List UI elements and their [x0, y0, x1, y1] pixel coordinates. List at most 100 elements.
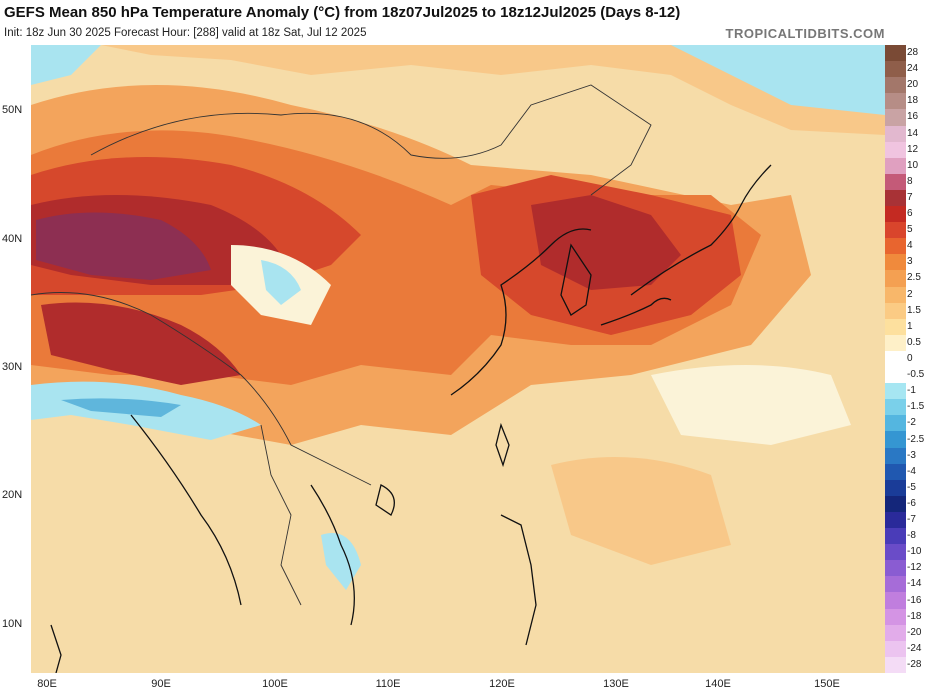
colorbar-cell [885, 367, 906, 384]
lat-label-40n: 40N [2, 233, 23, 245]
lon-label-80e: 80E [37, 678, 57, 690]
colorbar-tick-label: -7 [907, 514, 916, 526]
colorbar-cell [885, 270, 906, 288]
colorbar-cell [885, 511, 906, 529]
colorbar-cell [885, 576, 906, 593]
colorbar-tick-label: -8 [907, 530, 916, 542]
colorbar-tick-label: 10 [907, 159, 919, 171]
colorbar-tick-label: -16 [907, 594, 922, 606]
lon-label-90e: 90E [151, 678, 171, 690]
colorbar-tick-label: -14 [907, 578, 922, 590]
colorbar [885, 45, 906, 674]
country-borders [31, 84, 652, 606]
colorbar-tick-label: 28 [907, 47, 919, 59]
coastlines [50, 164, 772, 673]
lon-label-110e: 110E [375, 678, 401, 690]
pacific-near-zero [651, 365, 851, 445]
colorbar-tick-label: -3 [907, 449, 916, 461]
colorbar-tick-label: -10 [907, 546, 922, 558]
colorbar-tick-label: -2.5 [907, 433, 925, 445]
colorbar-tick-label: 6 [907, 208, 913, 220]
colorbar-tick-label: 16 [907, 111, 919, 123]
lon-label-120e: 120E [489, 678, 515, 690]
colorbar-cell [885, 334, 906, 352]
colorbar-cell [885, 77, 906, 94]
colorbar-cell [885, 415, 906, 432]
colorbar-cell [885, 528, 906, 545]
colorbar-tick-label: -28 [907, 658, 922, 670]
colorbar-tick-label: -6 [907, 497, 916, 509]
colorbar-tick-label: 0.5 [907, 336, 921, 348]
colorbar-cell [885, 254, 906, 271]
colorbar-cell [885, 61, 906, 78]
chart-title: GEFS Mean 850 hPa Temperature Anomaly (°… [4, 4, 681, 21]
colorbar-cell [885, 544, 906, 561]
northeast-cool [671, 45, 885, 115]
colorbar-tick-label: -5 [907, 481, 916, 493]
lon-label-100e: 100E [262, 678, 288, 690]
colorbar-tick-label: 12 [907, 143, 919, 155]
colorbar-tick-label: -18 [907, 610, 922, 622]
colorbar-tick-label: 3 [907, 256, 913, 268]
anomaly-map [31, 45, 885, 673]
colorbar-cell [885, 350, 906, 368]
lon-label-130e: 130E [603, 678, 629, 690]
colorbar-cell [885, 125, 906, 143]
indochina-cool [321, 533, 361, 590]
colorbar-cell [885, 495, 906, 513]
colorbar-cell [885, 189, 906, 207]
colorbar-tick-label: -12 [907, 562, 922, 574]
north-slight-warm [101, 45, 885, 135]
colorbar-cell [885, 45, 906, 62]
colorbar-cell [885, 447, 906, 465]
colorbar-tick-label: 18 [907, 95, 919, 107]
colorbar-tick-label: 4 [907, 240, 913, 252]
colorbar-tick-label: 7 [907, 191, 913, 203]
site-watermark: TROPICALTIDBITS.COM [725, 26, 885, 41]
lon-label-140e: 140E [705, 678, 731, 690]
colorbar-cell [885, 93, 906, 110]
korea-hot-core [531, 195, 681, 290]
northwest-cool [31, 45, 101, 85]
colorbar-cell [885, 222, 906, 239]
colorbar-tick-label: -1 [907, 385, 916, 397]
colorbar-cell [885, 431, 906, 449]
colorbar-tick-label: 5 [907, 224, 913, 236]
colorbar-cell [885, 608, 906, 626]
colorbar-cell [885, 302, 906, 320]
plateau-hot-core [41, 302, 241, 385]
colorbar-cell [885, 592, 906, 610]
colorbar-cell [885, 206, 906, 223]
colorbar-tick-label: -20 [907, 626, 922, 638]
colorbar-cell [885, 463, 906, 481]
lat-label-20n: 20N [2, 489, 23, 501]
colorbar-tick-label: -0.5 [907, 369, 925, 381]
tibet-strongest [36, 212, 211, 280]
colorbar-cell [885, 399, 906, 416]
colorbar-cell [885, 286, 906, 304]
colorbar-cell [885, 656, 906, 674]
colorbar-cell [885, 624, 906, 642]
colorbar-tick-label: 8 [907, 175, 913, 187]
colorbar-tick-label: 1 [907, 320, 913, 332]
basin-cool-patch [261, 260, 301, 305]
colorbar-tick-label: -4 [907, 465, 916, 477]
colorbar-cell [885, 560, 906, 577]
colorbar-tick-label: 20 [907, 79, 919, 91]
lon-label-150e: 150E [814, 678, 840, 690]
lat-label-10n: 10N [2, 618, 23, 630]
colorbar-tick-label: -2 [907, 417, 916, 429]
colorbar-cell [885, 157, 906, 175]
colorbar-cell [885, 141, 906, 159]
colorbar-tick-label: 0 [907, 353, 913, 364]
colorbar-cell [885, 640, 906, 658]
colorbar-cell [885, 173, 906, 191]
colorbar-cell [885, 238, 906, 255]
colorbar-tick-label: 2 [907, 288, 913, 300]
init-subtitle: Init: 18z Jun 30 2025 Forecast Hour: [28… [4, 27, 367, 39]
colorbar-tick-label: 24 [907, 63, 919, 75]
colorbar-tick-label: 1.5 [907, 304, 921, 316]
colorbar-cell [885, 479, 906, 497]
map-canvas [31, 45, 885, 673]
lat-label-50n: 50N [2, 104, 23, 116]
